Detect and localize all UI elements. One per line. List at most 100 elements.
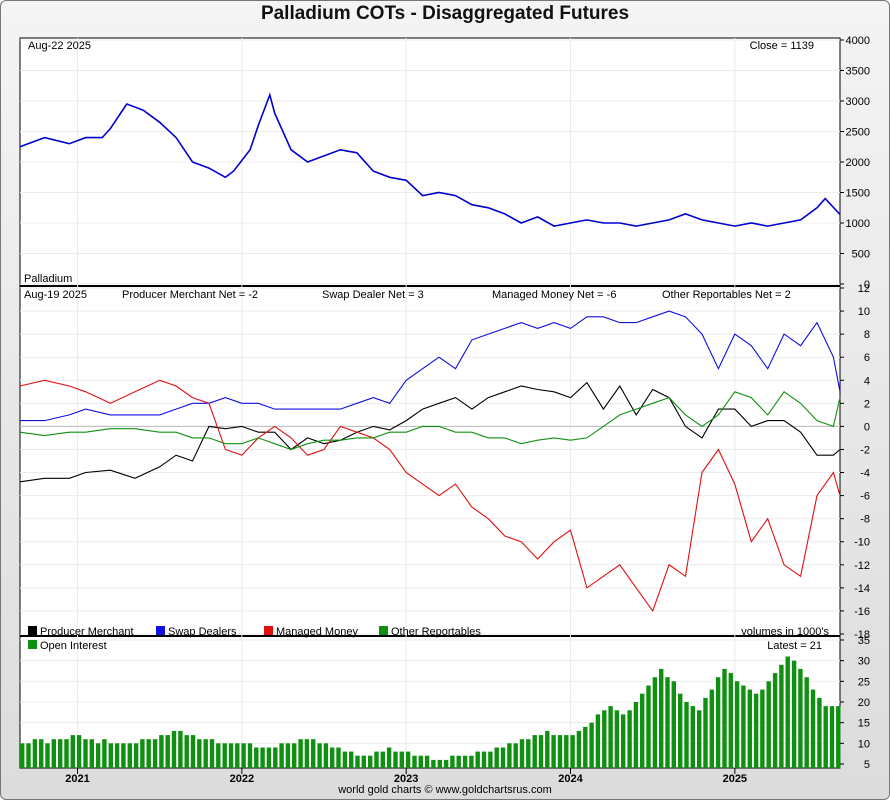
oi-bar (766, 681, 771, 768)
oi-bar (64, 739, 69, 768)
oi-bar (95, 743, 101, 768)
oi-bar (437, 759, 442, 768)
oi-bar (564, 735, 569, 768)
oi-bar (608, 706, 613, 768)
cot-swap-net: Swap Dealer Net = 3 (322, 289, 424, 301)
cot-producer-net: Producer Merchant Net = -2 (122, 289, 258, 301)
oi-bar (399, 751, 404, 768)
y-tick-label: -12 (854, 560, 870, 572)
oi-bar (728, 673, 733, 768)
oi-bar (380, 751, 385, 768)
oi-bar (507, 743, 512, 768)
oi-bar (241, 743, 246, 768)
y-tick-label: 2 (864, 398, 870, 410)
oi-bar (589, 722, 594, 768)
oi-bar (247, 743, 253, 768)
cot-legend: Producer Merchant Swap Dealers Managed M… (28, 626, 481, 638)
oi-bar (627, 710, 632, 768)
oi-bar (747, 689, 752, 768)
price-date: Aug-22 2025 (28, 40, 91, 52)
oi-bar (431, 759, 436, 768)
oi-bar (127, 743, 132, 768)
y-tick-label: 25 (858, 676, 870, 688)
oi-bar (804, 677, 809, 768)
oi-bar (513, 743, 518, 768)
oi-bar (418, 755, 423, 768)
y-tick-label: 10 (858, 306, 870, 318)
oi-legend: Open Interest (40, 640, 107, 652)
oi-bar (697, 710, 702, 768)
cot-panel (19, 285, 841, 637)
y-tick-label: 1500 (846, 188, 870, 200)
oi-bar (266, 747, 272, 768)
oi-bar (203, 739, 208, 768)
oi-bar (368, 755, 373, 768)
oi-bar (646, 685, 651, 768)
x-tick-label: 2024 (558, 773, 583, 785)
oi-bar (652, 677, 658, 768)
oi-bar (659, 668, 664, 768)
oi-bar (336, 747, 341, 768)
oi-bar (734, 681, 740, 768)
y-tick-label: 12 (858, 283, 870, 295)
oi-bar (741, 685, 746, 768)
oi-bar (684, 702, 689, 768)
y-tick-label: 0 (864, 279, 870, 291)
y-tick-label: 1000 (846, 218, 870, 230)
oi-bar (753, 693, 759, 768)
oi-bar (26, 743, 31, 768)
oi-bar (342, 751, 348, 768)
oi-bar (254, 747, 259, 768)
oi-bar (273, 747, 278, 768)
oi-bar (292, 743, 297, 768)
oi-bar (709, 689, 714, 768)
oi-bar (424, 755, 430, 768)
oi-bar (703, 697, 708, 768)
oi-bar (20, 743, 25, 768)
oi-bar (374, 751, 379, 768)
y-tick-label: 4 (864, 375, 870, 387)
legend-producer: Producer Merchant (40, 626, 134, 638)
oi-bar (823, 706, 828, 768)
oi-bar (83, 739, 88, 768)
oi-bar (785, 656, 790, 768)
oi-bar (526, 739, 531, 768)
oi-bar (133, 743, 139, 768)
oi-bar (481, 751, 487, 768)
oi-bar (349, 751, 354, 768)
oi-bar (614, 710, 620, 768)
y-tick-label: -16 (854, 606, 870, 618)
oi-bar (235, 743, 240, 768)
oi-bar (51, 739, 56, 768)
y-tick-label: 2500 (846, 127, 870, 139)
oi-bar (576, 730, 582, 768)
cot-date: Aug-19 2025 (24, 289, 87, 301)
oi-bar (140, 739, 145, 768)
y-tick-label: 500 (852, 249, 870, 261)
y-tick-label: -2 (860, 444, 870, 456)
oi-bar (108, 743, 113, 768)
y-tick-label: 15 (858, 718, 870, 730)
oi-bar (545, 730, 550, 768)
oi-bar (488, 751, 493, 768)
oi-bar (330, 747, 335, 768)
y-tick-label: 8 (864, 329, 870, 341)
oi-bar (260, 747, 265, 768)
oi-bar (171, 730, 177, 768)
y-tick-label: 3500 (846, 66, 870, 78)
oi-bar (32, 739, 38, 768)
swap-dealers-line (20, 310, 841, 422)
oi-bar (722, 668, 727, 768)
oi-bar (640, 693, 645, 768)
price-series-line (19, 92, 841, 227)
y-tick-label: 35 (858, 635, 870, 647)
cot-other-net: Other Reportables Net = 2 (662, 289, 791, 301)
oi-bar (538, 735, 544, 768)
oi-bar (228, 743, 234, 768)
oi-bar (285, 743, 291, 768)
oi-bar (671, 681, 676, 768)
oi-bar (190, 735, 196, 768)
oi-bar (355, 755, 360, 768)
oi-bar (102, 739, 107, 768)
